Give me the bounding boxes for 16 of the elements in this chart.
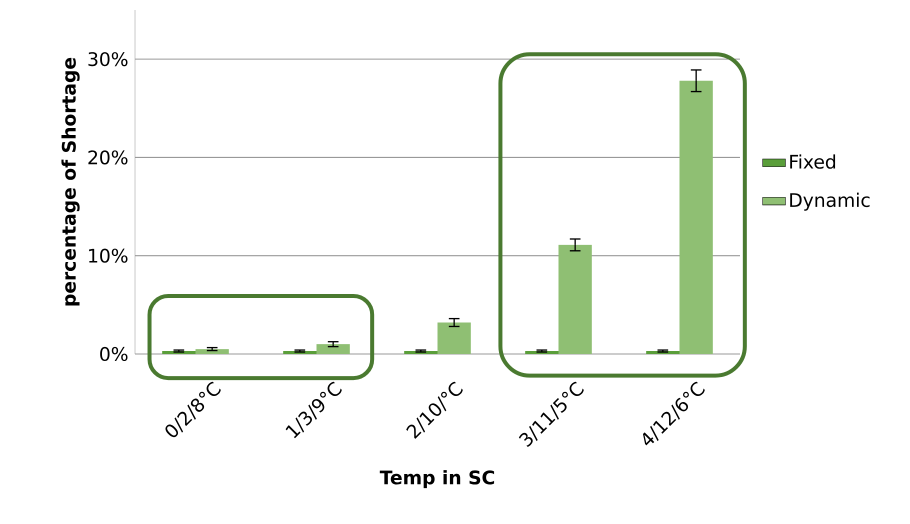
bar	[646, 351, 680, 354]
bar	[558, 244, 592, 354]
y-tick-label: 10%	[89, 248, 128, 263]
legend-label: Dynamic	[790, 192, 870, 211]
y-tick-label: 20%	[88, 150, 128, 164]
bar	[316, 344, 350, 354]
bar	[404, 351, 438, 354]
bar	[196, 349, 229, 354]
bar	[679, 80, 713, 354]
legend-label: Fixed	[790, 154, 836, 169]
y-tick-label: 30%	[88, 52, 128, 66]
bar	[438, 322, 471, 354]
y-axis-title: percentage of Shortage	[61, 58, 80, 306]
x-axis-title: Temp in SC	[380, 470, 494, 488]
y-tick-label: 0%	[100, 346, 128, 362]
bar	[525, 351, 558, 354]
